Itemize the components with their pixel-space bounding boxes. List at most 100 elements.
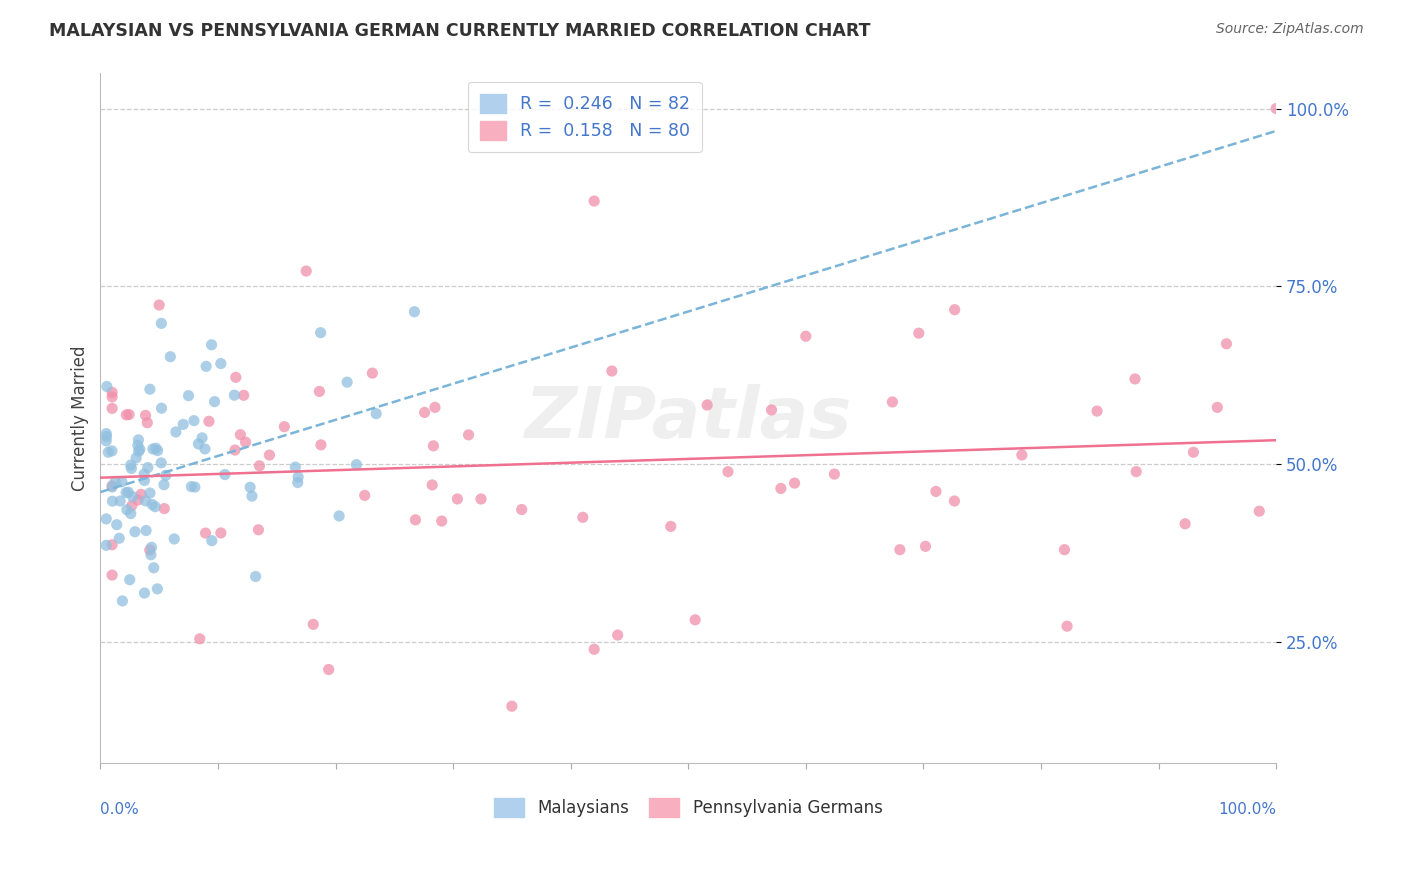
Point (1053, 542, 1076, 557)
Point (1206, 401, 1229, 415)
Point (163, 532, 186, 546)
Point (96, 512, 118, 526)
Point (101, 390, 124, 404)
Point (198, 414, 221, 428)
Point (430, 514, 453, 528)
Point (108, 494, 131, 508)
Point (134, 493, 156, 508)
Point (295, 264, 318, 278)
Point (129, 487, 152, 501)
Point (111, 594, 134, 608)
Point (423, 401, 446, 415)
Point (148, 298, 170, 312)
Point (125, 450, 148, 465)
Point (209, 357, 232, 371)
Point (180, 479, 202, 493)
Point (141, 541, 163, 555)
Point (172, 417, 194, 432)
Point (155, 468, 177, 483)
Point (187, 437, 209, 451)
Point (153, 477, 176, 491)
Point (318, 663, 340, 677)
Point (1174, 516, 1197, 531)
Point (194, 526, 217, 541)
Point (124, 524, 146, 539)
Point (139, 382, 162, 396)
Point (232, 388, 254, 402)
Point (583, 642, 606, 657)
Point (134, 586, 156, 600)
Point (188, 632, 211, 646)
Point (1056, 619, 1078, 633)
Point (1125, 465, 1147, 479)
Point (142, 561, 165, 575)
Point (683, 613, 706, 627)
Point (907, 326, 929, 340)
Point (153, 501, 176, 516)
Point (135, 409, 157, 423)
Point (204, 394, 226, 409)
Point (769, 482, 792, 496)
Point (572, 510, 595, 524)
Point (128, 442, 150, 457)
Point (96, 379, 118, 393)
Point (229, 427, 252, 442)
Point (120, 461, 142, 475)
Text: MALAYSIAN VS PENNSYLVANIA GERMAN CURRENTLY MARRIED CORRELATION CHART: MALAYSIAN VS PENNSYLVANIA GERMAN CURRENT… (49, 22, 870, 40)
Point (717, 465, 740, 479)
Point (101, 568, 124, 582)
Point (139, 486, 162, 500)
Point (101, 494, 124, 508)
Point (135, 524, 157, 538)
Point (510, 502, 533, 516)
Point (309, 438, 332, 452)
Point (235, 435, 257, 450)
Point (134, 467, 156, 482)
Point (118, 408, 141, 422)
Point (96, 434, 118, 448)
Point (194, 442, 217, 456)
Point (501, 699, 523, 714)
Point (120, 458, 142, 472)
Point (150, 401, 173, 416)
Point (101, 538, 124, 552)
Point (191, 431, 214, 445)
Point (422, 439, 444, 453)
Point (308, 384, 330, 399)
Text: 100.0%: 100.0% (1218, 802, 1277, 817)
Point (224, 443, 246, 458)
Point (1215, 336, 1237, 351)
Point (209, 525, 232, 540)
Point (794, 329, 817, 343)
Point (336, 375, 359, 389)
Point (457, 427, 479, 442)
Point (404, 513, 426, 527)
Point (145, 441, 167, 455)
Legend: Malaysians, Pennsylvania Germans: Malaysians, Pennsylvania Germans (488, 792, 889, 824)
Point (1085, 404, 1108, 418)
Point (105, 517, 128, 532)
Point (420, 478, 443, 492)
Point (761, 403, 783, 417)
Point (696, 398, 718, 412)
Point (195, 359, 218, 374)
Point (165, 425, 187, 439)
Point (101, 479, 124, 493)
Point (583, 194, 606, 208)
Point (470, 491, 492, 506)
Point (943, 494, 966, 508)
Point (177, 389, 200, 403)
Point (259, 448, 281, 462)
Point (240, 489, 263, 503)
Point (1182, 445, 1205, 459)
Point (249, 458, 271, 473)
Point (284, 460, 307, 475)
Point (224, 388, 246, 402)
Point (346, 458, 368, 472)
Point (361, 366, 384, 380)
Point (914, 539, 936, 553)
Point (882, 395, 904, 409)
Point (239, 480, 262, 494)
Point (97, 445, 120, 459)
Point (127, 493, 149, 508)
